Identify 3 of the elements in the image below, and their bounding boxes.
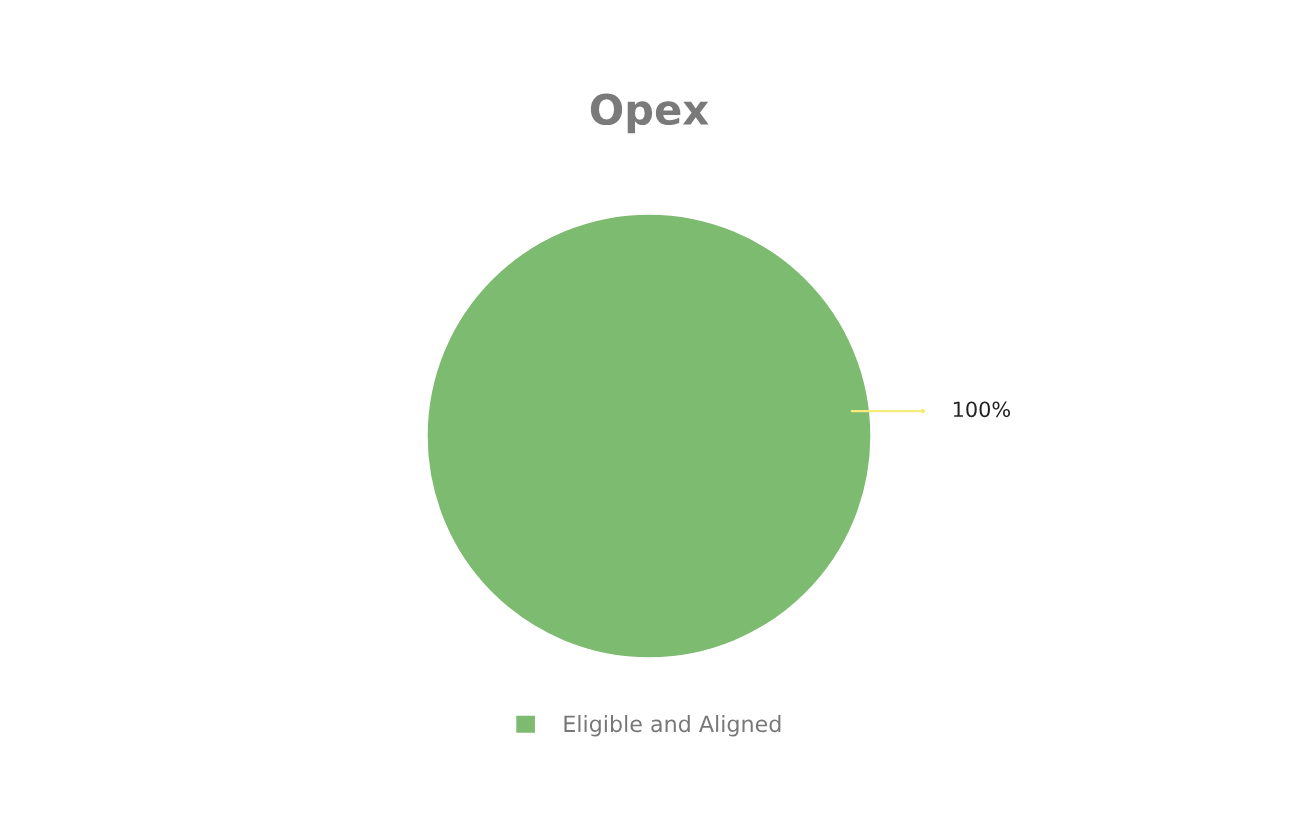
chart-title: Opex [590, 93, 709, 134]
legend-label: Eligible and Aligned [564, 715, 781, 737]
data-label: 100% [953, 401, 1011, 418]
